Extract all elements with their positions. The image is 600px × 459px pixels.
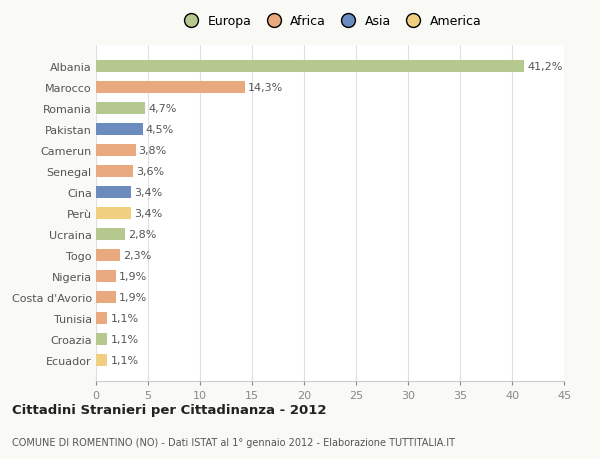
Bar	[96, 229, 125, 240]
Text: 2,3%: 2,3%	[123, 250, 151, 260]
Bar	[96, 333, 107, 345]
Text: 1,1%: 1,1%	[110, 313, 139, 323]
Bar	[96, 187, 131, 198]
Bar	[96, 250, 120, 261]
Text: 41,2%: 41,2%	[527, 62, 563, 72]
Text: 3,4%: 3,4%	[134, 208, 163, 218]
Text: 14,3%: 14,3%	[248, 83, 283, 93]
Bar	[96, 270, 116, 282]
Bar	[96, 291, 116, 303]
Text: 3,8%: 3,8%	[139, 146, 167, 156]
Text: 1,1%: 1,1%	[110, 334, 139, 344]
Text: 3,4%: 3,4%	[134, 188, 163, 197]
Text: 4,7%: 4,7%	[148, 104, 176, 114]
Legend: Europa, Africa, Asia, America: Europa, Africa, Asia, America	[173, 10, 487, 33]
Text: 1,9%: 1,9%	[119, 271, 147, 281]
Bar	[96, 61, 524, 73]
Bar	[96, 124, 143, 135]
Bar	[96, 82, 245, 94]
Bar	[96, 207, 131, 219]
Text: 4,5%: 4,5%	[146, 125, 174, 134]
Text: 1,9%: 1,9%	[119, 292, 147, 302]
Bar	[96, 145, 136, 157]
Text: COMUNE DI ROMENTINO (NO) - Dati ISTAT al 1° gennaio 2012 - Elaborazione TUTTITAL: COMUNE DI ROMENTINO (NO) - Dati ISTAT al…	[12, 437, 455, 447]
Bar	[96, 354, 107, 366]
Bar	[96, 313, 107, 324]
Bar	[96, 166, 133, 177]
Text: 1,1%: 1,1%	[110, 355, 139, 365]
Bar	[96, 103, 145, 114]
Text: 2,8%: 2,8%	[128, 230, 157, 239]
Text: Cittadini Stranieri per Cittadinanza - 2012: Cittadini Stranieri per Cittadinanza - 2…	[12, 403, 326, 416]
Text: 3,6%: 3,6%	[137, 167, 164, 177]
